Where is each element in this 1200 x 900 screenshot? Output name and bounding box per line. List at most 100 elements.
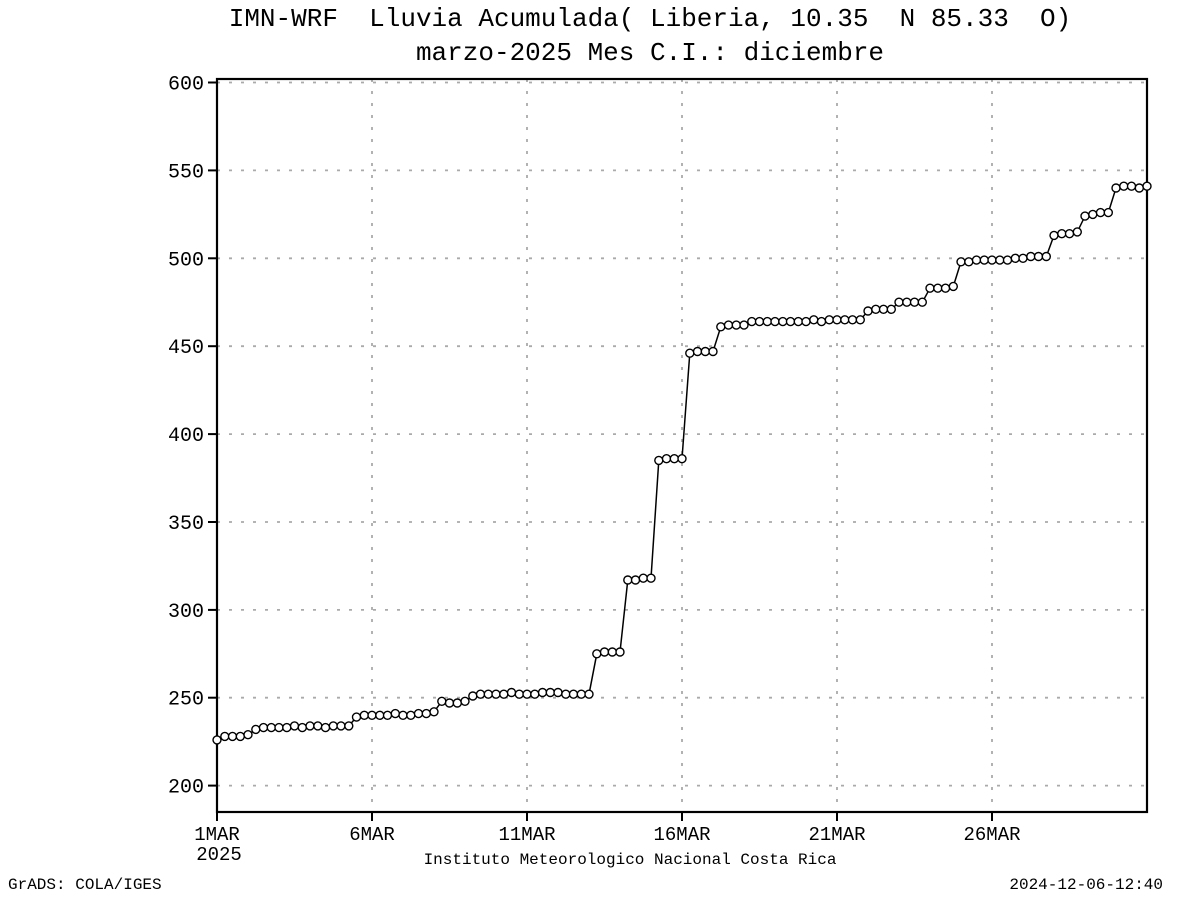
data-point-marker [1002,255,1013,265]
data-point-marker [940,283,951,293]
data-point-marker [1049,230,1059,241]
data-point-marker [328,721,338,731]
y-tick-label: 550 [168,161,204,184]
data-point-marker [700,346,710,357]
data-point-marker [987,255,997,265]
data-point-marker [770,316,780,327]
y-tick-label: 600 [168,74,204,97]
data-point-marker [801,316,811,327]
data-point-marker [824,315,834,325]
x-axis-label: Instituto Meteorologico Nacional Costa R… [423,851,837,869]
data-point-marker [289,721,300,731]
data-point-marker [297,722,307,733]
data-point-marker [948,281,958,292]
data-point-marker [956,257,966,267]
data-point-marker [902,297,912,307]
data-point-marker [1010,253,1020,263]
data-point-marker [1064,228,1075,239]
data-point-marker [1134,183,1145,193]
data-point-marker [1080,211,1090,221]
data-point-marker [1111,183,1121,193]
data-point-marker [483,689,493,699]
data-point-marker [809,315,819,325]
y-tick-label: 300 [168,601,204,624]
data-point-marker [630,575,641,585]
data-point-marker [522,689,532,699]
data-point-marker [227,731,238,742]
data-point-marker [661,454,672,464]
data-point-marker [855,315,865,325]
x-tick-label: 1MAR [194,824,240,846]
data-point-marker [375,710,385,720]
data-point-marker [886,304,896,314]
data-point-marker [413,708,424,719]
data-point-marker [344,721,354,731]
data-point-marker [491,689,501,699]
data-point-marker [979,255,989,265]
data-point-marker [840,315,850,325]
data-point-marker [313,721,323,731]
y-tick-label: 350 [168,513,204,536]
data-point-marker [212,735,222,745]
data-point-marker [506,687,517,698]
data-point-marker [468,691,478,701]
data-point-marker [1142,181,1152,191]
data-point-marker [305,721,315,731]
data-point-marker [785,316,796,327]
data-point-marker [778,316,788,327]
data-point-marker [584,689,594,699]
data-point-marker [1026,251,1036,262]
data-point-marker [545,687,555,698]
data-point-marker [708,346,718,357]
data-point-marker [816,316,827,327]
data-point-marker [925,283,935,293]
data-point-marker [1072,227,1083,237]
data-point-marker [723,320,734,330]
data-point-marker [1018,253,1028,263]
data-point-marker [747,316,757,327]
data-point-marker [444,698,455,708]
data-point-marker [251,724,261,735]
data-point-marker [537,687,548,698]
data-point-marker [429,707,439,717]
data-point-marker [220,731,230,742]
y-tick-label: 500 [168,249,204,272]
data-point-marker [754,316,765,327]
data-point-marker [909,297,920,307]
data-point-marker [878,304,889,314]
y-tick-label: 400 [168,425,204,448]
data-point-marker [1119,181,1129,191]
data-point-marker [669,454,679,464]
data-point-marker [359,710,369,720]
data-point-marker [871,304,881,314]
data-point-marker [282,722,292,733]
data-point-marker [623,575,633,585]
chart-subtitle: marzo-2025 Mes C.I.: diciembre [415,38,885,68]
x-tick-label: 26MAR [963,824,1020,846]
x-tick-label: 16MAR [653,824,710,846]
data-point-marker [514,689,524,699]
data-point-marker [995,255,1005,265]
data-point-marker [530,689,540,699]
data-point-marker [553,687,563,698]
data-point-marker [568,689,579,699]
data-point-marker [266,722,276,733]
data-point-marker [607,647,617,657]
data-point-marker [1095,207,1106,218]
x-tick-sublabel: 2025 [196,844,242,866]
data-point-marker [1033,251,1044,262]
chart-title: IMN-WRF Lluvia Acumulada( Liberia, 10.35… [228,4,1072,34]
data-point-marker [274,722,284,733]
data-point-marker [460,696,470,706]
x-tick-label: 21MAR [808,824,865,846]
data-point-marker [894,297,904,307]
data-point-marker [320,722,331,733]
data-point-marker [793,316,803,327]
data-point-marker [235,731,246,742]
y-axis: 200 250 300 350 400 450 500 550 600 [168,74,217,800]
data-point-marker [1057,228,1067,239]
data-point-marker [406,710,416,720]
data-point-marker [561,689,571,699]
